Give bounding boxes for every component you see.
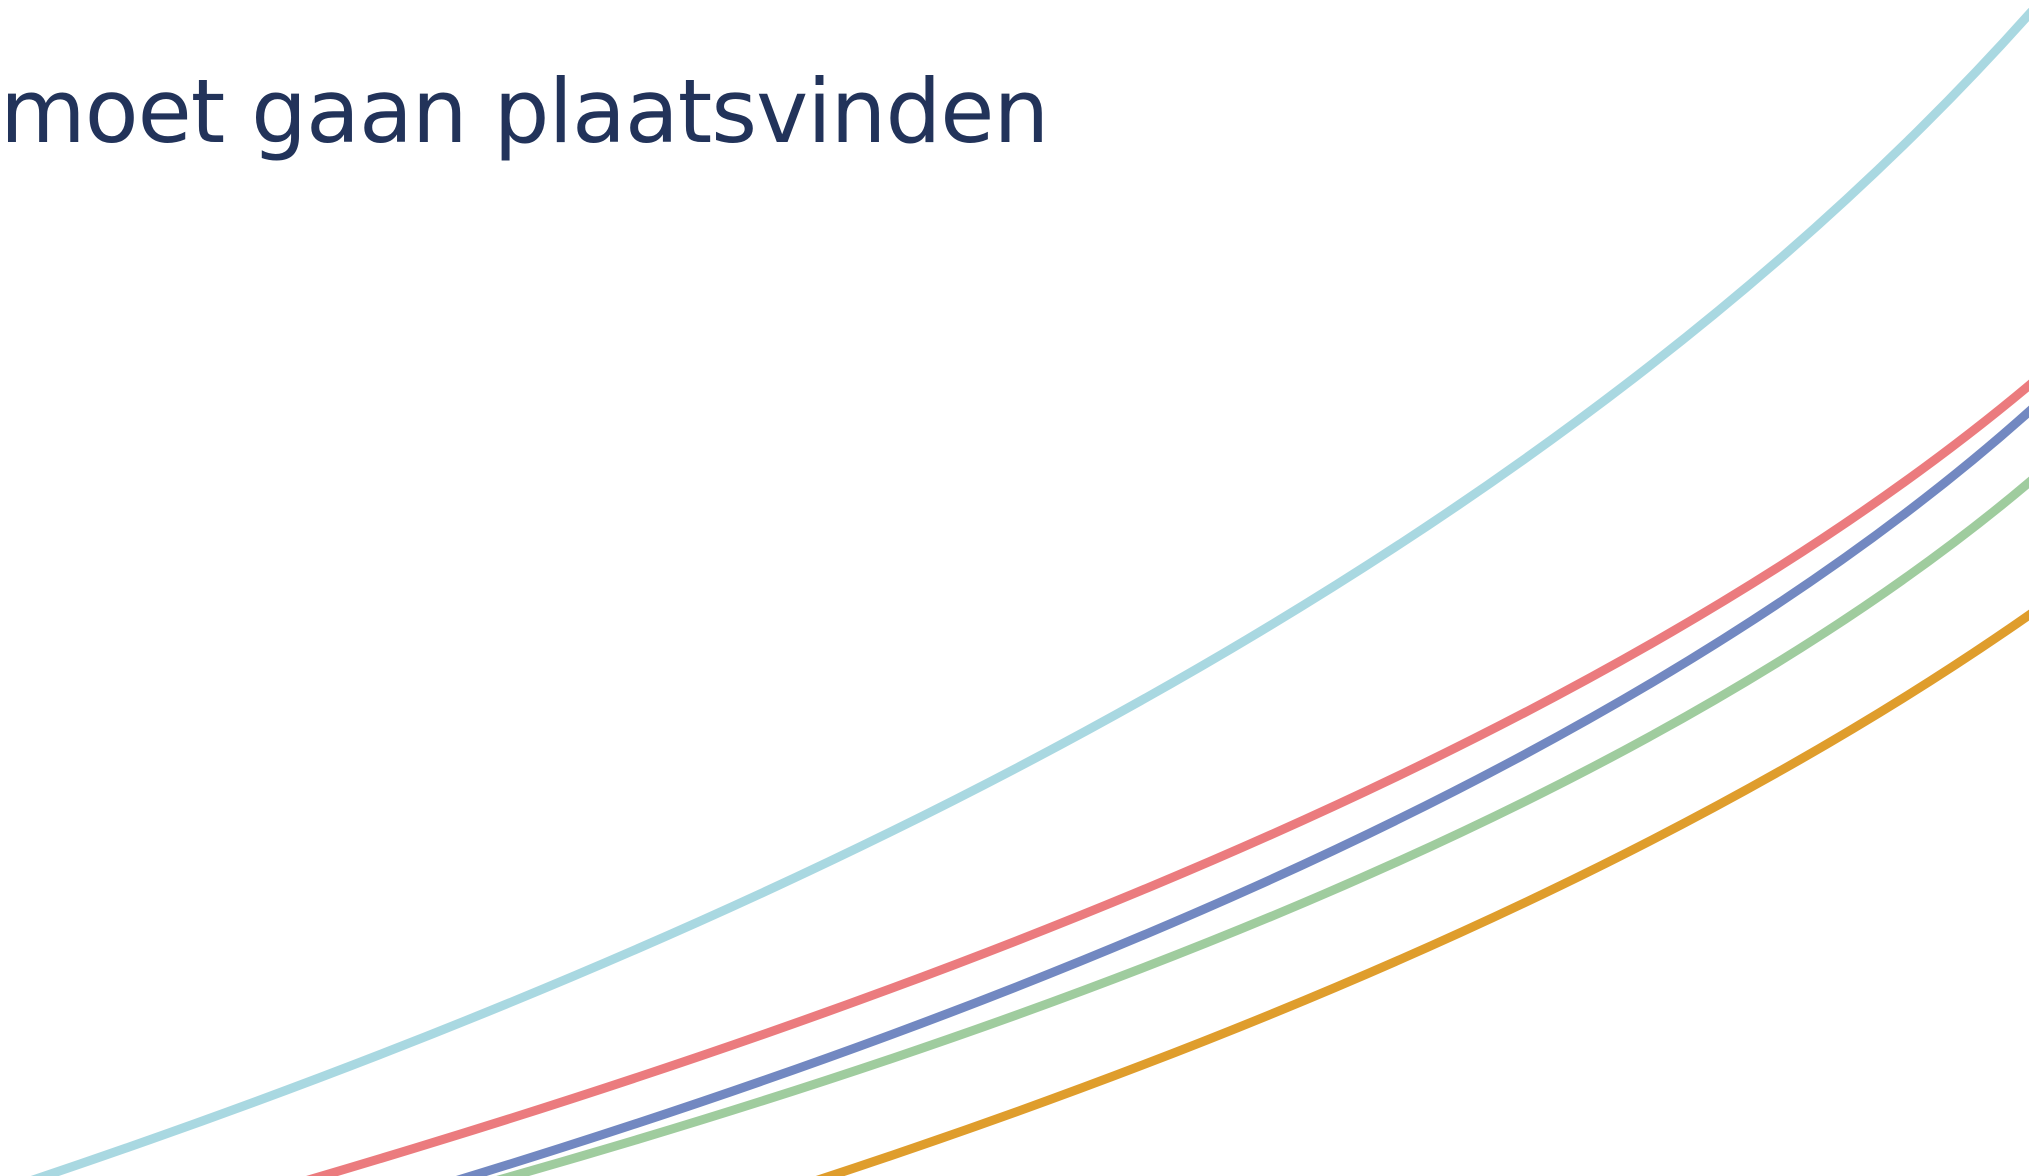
slide-heading: moet gaan plaatsvinden — [0, 60, 1049, 163]
green-curve — [496, 476, 2029, 1176]
light-blue-curve — [30, 8, 2029, 1176]
orange-curve — [815, 609, 2029, 1176]
red-curve — [306, 379, 2029, 1176]
blue-curve — [455, 405, 2029, 1176]
